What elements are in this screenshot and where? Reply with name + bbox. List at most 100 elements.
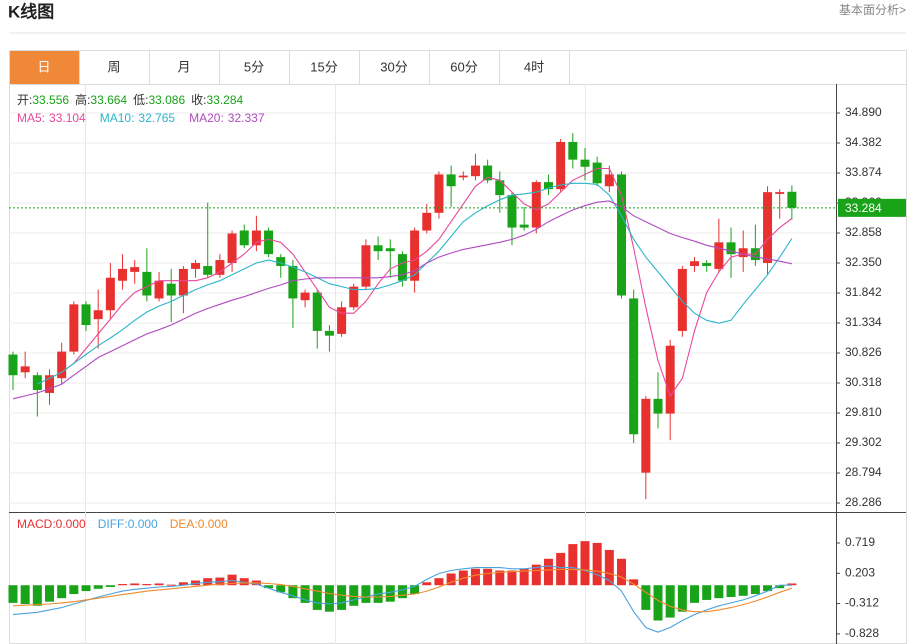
fundamental-link[interactable]: 基本面分析> [839,3,906,17]
macd-bar [32,585,42,606]
candle-body [361,245,371,287]
macd-bar [264,585,274,589]
candle-body [373,245,383,252]
macd-bar [775,585,785,589]
macd-bar [8,585,18,603]
macd-bar [300,585,310,603]
macd-bar [702,585,712,600]
tab-label[interactable]: 周 [107,59,120,74]
macd-bar [69,585,79,595]
candle-body [483,165,493,181]
legend-name: MA10: [100,111,135,125]
macd-bar [203,578,213,586]
macd-bar [276,585,286,593]
legend-name: DIFF: [98,517,128,531]
candle-body [495,180,505,196]
macd-bar [592,542,602,586]
ma-line [37,182,793,385]
macd-bar [349,585,359,606]
ma-line [61,167,793,398]
candle-body [130,267,140,272]
macd-line [12,565,792,633]
candle-body [385,248,395,252]
macd-bar [580,541,590,586]
macd-bar [397,585,407,599]
candle-body [276,257,286,266]
candle-body [641,398,651,473]
macd-bar [738,585,748,596]
macd-bar [690,585,700,603]
tab[interactable] [149,50,220,85]
candle-body [337,307,347,334]
candle-body [8,354,18,376]
tab[interactable] [219,50,290,85]
tab[interactable] [499,50,570,85]
legend-name: MACD: [17,517,56,531]
macd-legend: MACD:0.000 DIFF:0.000 DEA:0.000 [17,517,228,531]
macd-bar [166,584,176,586]
tab-label[interactable]: 日 [37,59,50,74]
macd-bar [130,583,140,586]
macd-bar [677,585,687,612]
macd-bar [81,585,91,592]
legend-name: MA20: [189,111,224,125]
candle-body [69,304,79,352]
macd-bar [337,585,347,610]
candle-body [422,212,432,231]
macd-bar [324,585,334,612]
candle-body [714,242,724,269]
candle-body [677,268,687,331]
candle-body [215,260,225,275]
candle-body [470,165,480,177]
macd-bar [312,585,322,610]
y-tick-label: 34.382 [845,135,882,149]
candle-body [239,230,249,246]
candle-body [312,292,322,331]
tab-label[interactable]: 5分 [244,59,264,74]
macd-line [12,568,793,613]
tab[interactable] [289,50,360,85]
candle-body [203,265,213,275]
macd-bar [118,584,128,586]
macd-bar [422,582,432,586]
legend-value: 32.337 [228,111,265,125]
candle-body [93,310,103,320]
y-tick-label: 0.719 [845,535,875,549]
y-tick-label: 30.826 [845,345,882,359]
tab-label[interactable]: 月 [177,59,190,74]
tab-label[interactable]: 30分 [380,59,407,74]
tab-label[interactable]: 15分 [310,59,337,74]
candle-body [57,351,67,379]
candle-body [446,174,456,187]
tab-label[interactable]: 4时 [524,59,544,74]
tab[interactable] [79,50,150,85]
candle-body [81,304,91,326]
macd-bar [142,584,152,586]
candle-body [629,298,639,435]
candle-body [580,159,590,167]
macd-bar [763,585,773,592]
macd-bar [519,568,529,586]
candle-body [251,230,261,246]
macd-bar [665,585,675,618]
macd-bar [629,579,639,586]
candle-body [154,280,164,299]
candle-body [690,261,700,266]
time-grid [85,84,586,644]
candle-body [227,233,237,264]
ohlc-label: 开: [17,93,32,107]
macd-bar [191,580,201,586]
candle-body [20,366,30,373]
ohlc-label: 高: [75,92,90,107]
candle-body [349,286,359,308]
macd-bar [726,585,736,597]
candle-body [324,330,334,336]
tab[interactable] [359,50,430,85]
candle-body [592,162,602,184]
candle-body [543,182,553,190]
tab[interactable] [9,50,80,85]
macd-bar [178,582,188,586]
tab-label[interactable]: 60分 [450,59,477,74]
candle-body [617,174,626,296]
